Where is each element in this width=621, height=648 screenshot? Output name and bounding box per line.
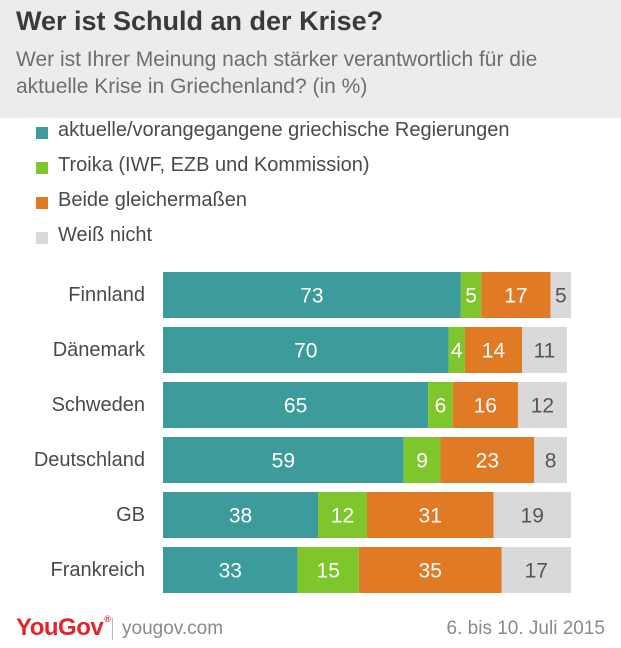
category-label-schweden: Schweden [52, 394, 145, 416]
page-subtitle: Wer ist Ihrer Meinung nach stärker veran… [16, 48, 538, 98]
data-label-deutschland-series-0: 59 [272, 450, 295, 473]
stacked-bar-chart: Finnland 73 5 17 5 Dänemark 70 4 14 11 Schweden 65 6… [34, 272, 571, 593]
bar-deutschland-series-2 [440, 437, 535, 483]
data-label-d-nemark-series-3: 11 [534, 340, 556, 363]
category-label-d-nemark: Dänemark [53, 339, 146, 361]
bar-d-nemark-series-1 [448, 327, 465, 373]
bar-deutschland-series-3 [534, 437, 567, 483]
footer-site: yougov.com [122, 618, 224, 639]
bar-finnland-series-1 [460, 272, 482, 318]
data-label-d-nemark-series-1: 4 [451, 340, 463, 363]
data-label-deutschland-series-3: 8 [545, 450, 557, 473]
data-label-deutschland-series-2: 23 [476, 450, 499, 473]
bar-finnland-series-2 [481, 272, 551, 318]
data-label-finnland-series-1: 5 [465, 285, 477, 308]
data-label-schweden-series-1: 6 [435, 395, 447, 418]
data-label-finnland-series-3: 5 [555, 285, 567, 308]
data-label-finnland-series-0: 73 [300, 285, 323, 308]
legend-swatch-beide [36, 197, 48, 209]
legend-label-regierungen: aktuelle/vorangegangene griechische Regi… [58, 119, 510, 141]
bar-gb-series-2 [367, 492, 494, 538]
data-label-frankreich-series-3: 17 [525, 560, 548, 583]
category-label-gb: GB [116, 504, 145, 526]
header: Wer ist Schuld an der Krise? Wer ist Ihr… [0, 0, 621, 118]
bar-schweden-series-3 [517, 382, 567, 428]
bar-schweden-series-1 [428, 382, 453, 428]
bar-deutschland-series-0 [163, 437, 404, 483]
bar-gb-series-0 [163, 492, 319, 538]
trademark-icon: ® [104, 614, 111, 624]
bar-finnland-series-3 [550, 272, 571, 318]
legend-swatch-regierungen [36, 127, 48, 139]
data-label-schweden-series-0: 65 [284, 395, 307, 418]
bar-schweden-series-0 [163, 382, 429, 428]
bar-d-nemark-series-3 [522, 327, 567, 373]
footer-divider [112, 618, 113, 640]
bar-frankreich-series-0 [163, 547, 298, 593]
data-label-d-nemark-series-0: 70 [294, 340, 317, 363]
data-label-frankreich-series-1: 15 [317, 560, 340, 583]
legend-label-beide: Beide gleichermaßen [58, 189, 247, 211]
bar-frankreich-series-3 [501, 547, 571, 593]
bar-frankreich-series-1 [297, 547, 359, 593]
data-label-schweden-series-2: 16 [474, 395, 497, 418]
category-label-frankreich: Frankreich [51, 559, 145, 581]
category-label-finnland: Finnland [68, 284, 145, 306]
page-title: Wer ist Schuld an der Krise? [16, 6, 384, 36]
bar-gb-series-3 [493, 492, 571, 538]
yougov-logo: YouGov® [16, 614, 111, 642]
data-label-gb-series-3: 19 [521, 505, 544, 528]
legend-label-troika: Troika (IWF, EZB und Kommission) [58, 154, 370, 176]
data-label-gb-series-1: 12 [331, 505, 354, 528]
data-label-schweden-series-3: 12 [531, 395, 554, 418]
footer: YouGov® yougov.com 6. bis 10. Juli 2015 [0, 612, 621, 648]
data-label-gb-series-2: 31 [419, 505, 442, 528]
bar-d-nemark-series-0 [163, 327, 449, 373]
bar-gb-series-1 [318, 492, 367, 538]
data-label-d-nemark-series-2: 14 [482, 340, 506, 363]
data-label-finnland-series-2: 17 [504, 285, 527, 308]
data-label-deutschland-series-1: 9 [416, 450, 428, 473]
logo-text: YouGov [16, 614, 104, 641]
legend-label-weiss-nicht: Weiß nicht [58, 224, 153, 246]
bar-frankreich-series-2 [358, 547, 502, 593]
bar-finnland-series-0 [163, 272, 461, 318]
footer-date: 6. bis 10. Juli 2015 [446, 618, 605, 639]
bar-d-nemark-series-2 [464, 327, 523, 373]
legend-swatch-weiss-nicht [36, 232, 48, 244]
bar-schweden-series-2 [452, 382, 518, 428]
legend-swatch-troika [36, 162, 48, 174]
bar-deutschland-series-1 [403, 437, 441, 483]
data-label-gb-series-0: 38 [229, 505, 252, 528]
data-label-frankreich-series-2: 35 [419, 560, 442, 583]
data-label-frankreich-series-0: 33 [219, 560, 242, 583]
category-label-deutschland: Deutschland [34, 449, 145, 471]
